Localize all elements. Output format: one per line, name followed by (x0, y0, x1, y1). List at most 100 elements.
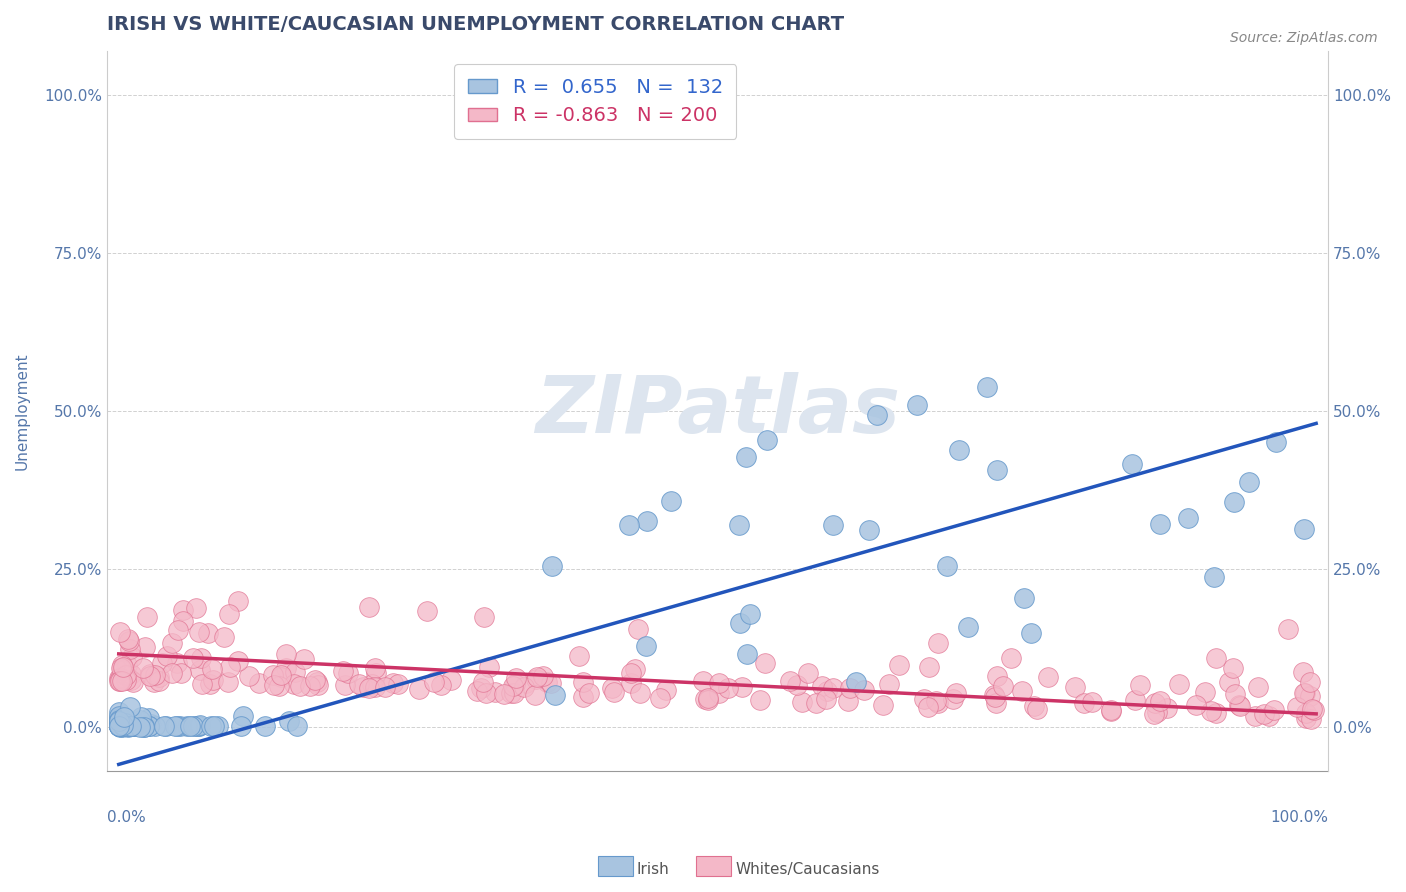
Point (877, 677, 900, 691)
Point (166, 656, 188, 670)
Point (360, 676, 382, 690)
Point (278, 714, 301, 728)
Point (134, 717, 156, 731)
Point (991, 679, 1014, 693)
Point (416, 604, 439, 618)
Point (111, 672, 134, 686)
Point (1199, 704, 1222, 718)
Point (111, 673, 134, 688)
Point (190, 664, 212, 678)
Point (1167, 677, 1189, 691)
Point (108, 718, 131, 732)
Point (160, 636, 183, 650)
Point (110, 625, 132, 640)
Point (357, 681, 380, 695)
Point (603, 685, 626, 699)
Point (381, 676, 404, 690)
Point (263, 678, 285, 692)
Point (115, 719, 138, 733)
Point (332, 664, 354, 678)
Point (112, 719, 135, 733)
Point (475, 686, 498, 700)
Point (299, 679, 322, 693)
Point (540, 676, 562, 690)
Point (108, 673, 131, 688)
Point (187, 624, 209, 639)
Point (112, 718, 135, 732)
Point (115, 657, 138, 672)
Point (845, 675, 868, 690)
Point (120, 719, 142, 733)
Point (138, 719, 160, 733)
Point (628, 686, 651, 700)
Point (138, 719, 160, 733)
Point (232, 708, 254, 723)
Point (387, 676, 409, 690)
Point (541, 558, 564, 573)
Point (287, 719, 309, 733)
Point (364, 681, 387, 695)
Point (108, 719, 131, 733)
Point (1156, 700, 1178, 714)
Point (179, 719, 201, 733)
Point (111, 663, 134, 677)
Point (1277, 622, 1299, 636)
Point (108, 711, 131, 725)
Point (115, 668, 138, 682)
Point (142, 675, 165, 690)
Point (165, 719, 187, 733)
Point (200, 719, 222, 733)
Point (1239, 475, 1261, 489)
Point (1000, 651, 1022, 665)
Point (872, 698, 894, 712)
Point (661, 494, 683, 508)
Point (148, 674, 170, 689)
Point (1011, 683, 1033, 698)
Point (217, 674, 239, 689)
Point (107, 719, 129, 733)
Point (121, 715, 143, 730)
Point (1101, 703, 1123, 717)
Point (118, 719, 141, 733)
Point (111, 719, 134, 733)
Point (249, 675, 271, 690)
Point (107, 674, 129, 689)
Point (118, 634, 141, 648)
Y-axis label: Unemployment: Unemployment (15, 352, 30, 469)
Point (696, 690, 718, 705)
Point (1294, 686, 1316, 700)
Point (502, 679, 524, 693)
Point (218, 660, 240, 674)
Point (333, 678, 356, 692)
Point (108, 711, 131, 725)
Point (531, 669, 554, 683)
Point (727, 518, 749, 533)
Point (523, 688, 546, 702)
Point (1229, 699, 1251, 714)
Point (107, 709, 129, 723)
Point (1064, 680, 1087, 694)
Point (148, 670, 170, 684)
Point (284, 665, 307, 679)
Point (283, 677, 305, 691)
Point (804, 696, 827, 710)
Point (112, 719, 135, 733)
Point (139, 667, 162, 681)
Point (1292, 686, 1315, 700)
Point (336, 665, 359, 680)
Point (693, 692, 716, 706)
Point (524, 673, 547, 687)
Point (1265, 434, 1288, 449)
Point (945, 685, 967, 699)
Point (717, 681, 740, 695)
Point (912, 692, 935, 706)
Point (120, 642, 142, 657)
Point (1125, 693, 1147, 707)
Point (1024, 698, 1046, 713)
Point (1205, 651, 1227, 665)
Point (108, 716, 131, 731)
Point (986, 669, 1008, 683)
Point (167, 623, 190, 637)
Point (117, 719, 139, 733)
Point (160, 665, 183, 680)
